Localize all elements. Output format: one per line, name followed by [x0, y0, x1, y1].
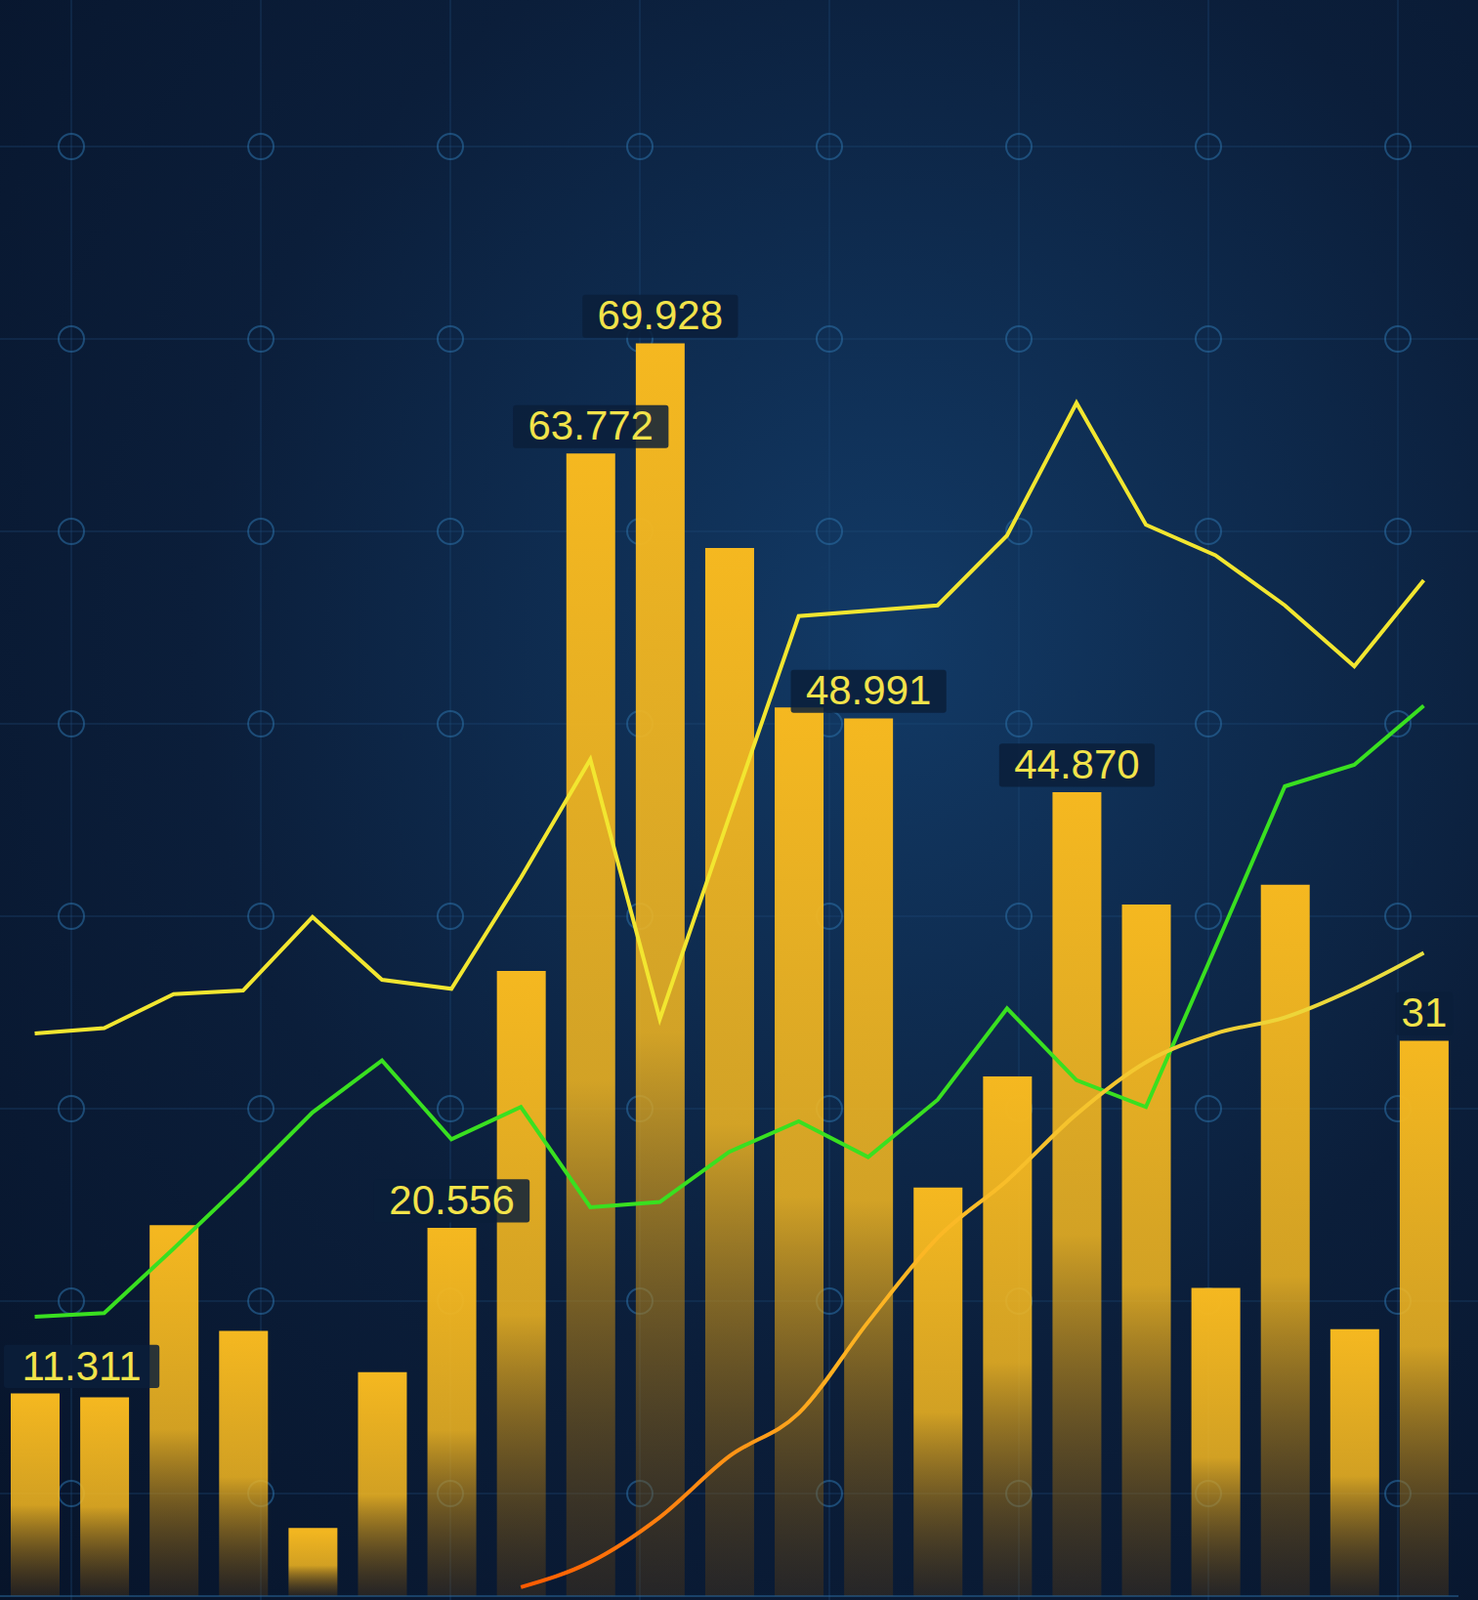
- svg-text:31: 31: [1401, 989, 1448, 1036]
- svg-text:63.772: 63.772: [528, 402, 654, 449]
- svg-text:69.928: 69.928: [597, 292, 723, 338]
- svg-text:48.991: 48.991: [805, 667, 931, 714]
- svg-text:20.556: 20.556: [388, 1177, 514, 1224]
- svg-text:44.870: 44.870: [1013, 741, 1140, 788]
- svg-text:11.311: 11.311: [21, 1343, 141, 1390]
